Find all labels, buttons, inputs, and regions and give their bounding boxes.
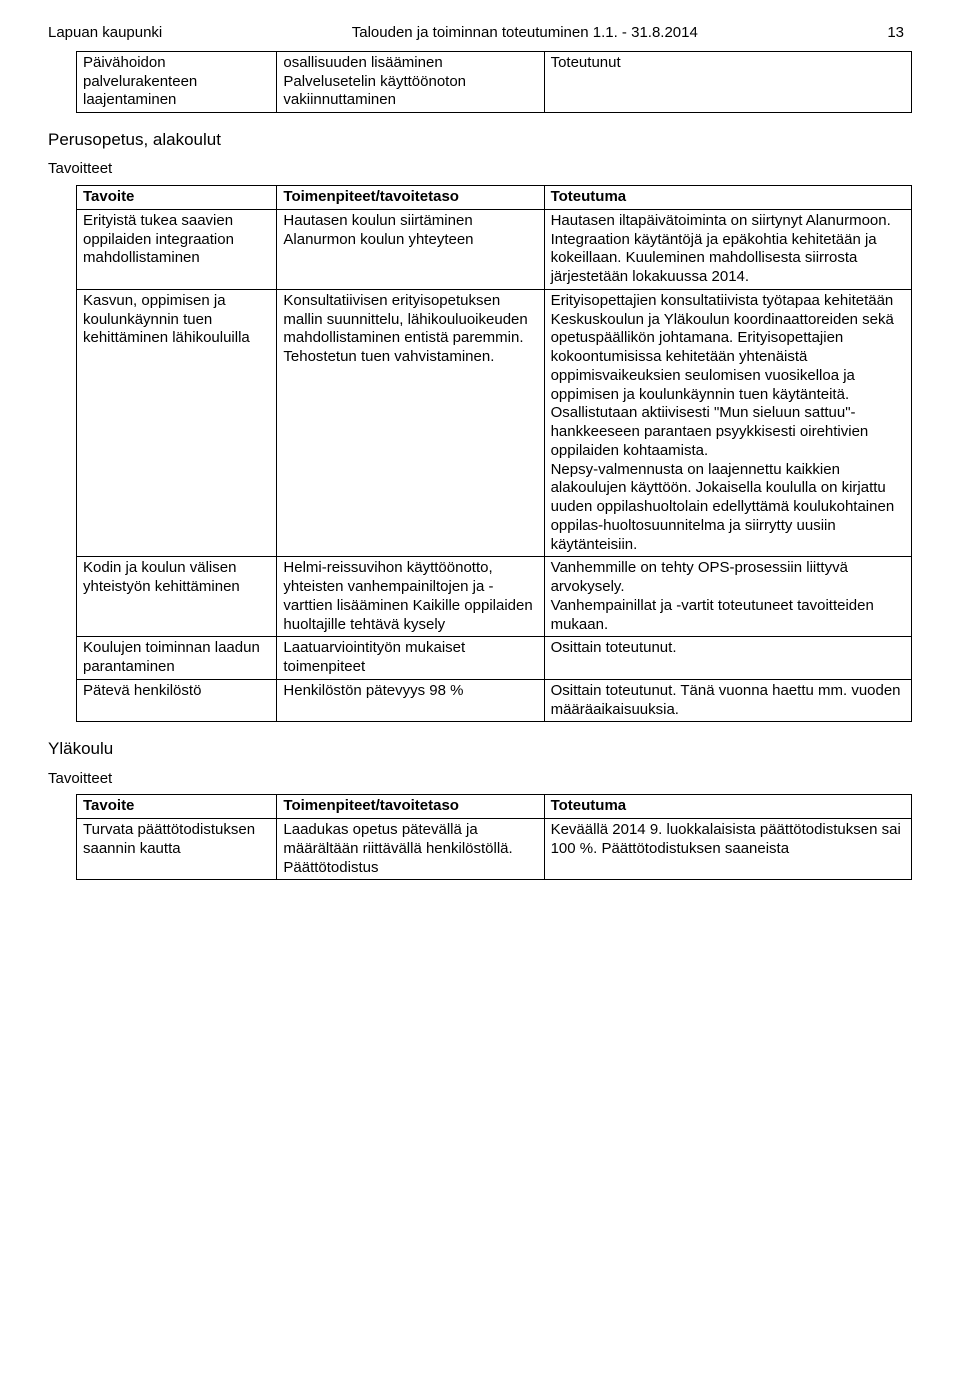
- table-cell: Osittain toteutunut.: [544, 637, 911, 680]
- table-row: Pätevä henkilöstöHenkilöstön pätevyys 98…: [77, 679, 912, 722]
- table-cell: Helmi-reissuvihon käyttöönotto, yhteiste…: [277, 557, 544, 637]
- table-cell: Erityistä tukea saavien oppilaiden integ…: [77, 209, 277, 289]
- table-row: Päivähoidon palvelurakenteen laajentamin…: [77, 51, 912, 112]
- sub-tavoitteet-1: Tavoitteet: [48, 160, 912, 179]
- header-mid: Talouden ja toiminnan toteutuminen 1.1. …: [352, 24, 698, 43]
- table-cell: Kasvun, oppimisen ja koulunkäynnin tuen …: [77, 289, 277, 557]
- table-cell: osallisuuden lisääminenPalvelusetelin kä…: [277, 51, 544, 112]
- sub-tavoitteet-2: Tavoitteet: [48, 770, 912, 789]
- table-header-cell: Tavoite: [77, 795, 277, 819]
- table-header-cell: Tavoite: [77, 186, 277, 210]
- table-cell: Laatuarviointityön mukaiset toimenpiteet: [277, 637, 544, 680]
- table-header-cell: Toimenpiteet/tavoitetaso: [277, 795, 544, 819]
- table-header-row: TavoiteToimenpiteet/tavoitetasoToteutuma: [77, 795, 912, 819]
- section-ylakoulu: Yläkoulu: [48, 738, 912, 759]
- table-cell: Laadukas opetus pätevällä ja määrältään …: [277, 819, 544, 880]
- bottom-table: TavoiteToimenpiteet/tavoitetasoToteutuma…: [76, 794, 912, 880]
- page-header: Lapuan kaupunki Talouden ja toiminnan to…: [48, 24, 912, 43]
- top-table: Päivähoidon palvelurakenteen laajentamin…: [76, 51, 912, 113]
- table-cell: Hautasen iltapäivätoiminta on siirtynyt …: [544, 209, 911, 289]
- table-header-cell: Toteutuma: [544, 186, 911, 210]
- table-cell: Konsultatiivisen erityisopetuksen mallin…: [277, 289, 544, 557]
- header-left: Lapuan kaupunki: [48, 24, 162, 43]
- table-cell: Toteutunut: [544, 51, 911, 112]
- table-cell: Osittain toteutunut. Tänä vuonna haettu …: [544, 679, 911, 722]
- table-row: Koulujen toiminnan laadun parantaminenLa…: [77, 637, 912, 680]
- table-cell: Keväällä 2014 9. luokkalaisista päättöto…: [544, 819, 911, 880]
- table-row: Kasvun, oppimisen ja koulunkäynnin tuen …: [77, 289, 912, 557]
- table-cell: Koulujen toiminnan laadun parantaminen: [77, 637, 277, 680]
- section-perusopetus: Perusopetus, alakoulut: [48, 129, 912, 150]
- table-cell: Pätevä henkilöstö: [77, 679, 277, 722]
- table-row: Turvata päättötodistuksen saannin kautta…: [77, 819, 912, 880]
- table-header-cell: Toteutuma: [544, 795, 911, 819]
- table-cell: Hautasen koulun siirtäminen Alanurmon ko…: [277, 209, 544, 289]
- table-header-row: TavoiteToimenpiteet/tavoitetasoToteutuma: [77, 186, 912, 210]
- main-table: TavoiteToimenpiteet/tavoitetasoToteutuma…: [76, 185, 912, 722]
- table-cell: Päivähoidon palvelurakenteen laajentamin…: [77, 51, 277, 112]
- page-number: 13: [887, 24, 904, 43]
- table-cell: Kodin ja koulun välisen yhteistyön kehit…: [77, 557, 277, 637]
- table-cell: Turvata päättötodistuksen saannin kautta: [77, 819, 277, 880]
- table-row: Kodin ja koulun välisen yhteistyön kehit…: [77, 557, 912, 637]
- table-row: Erityistä tukea saavien oppilaiden integ…: [77, 209, 912, 289]
- table-cell: Vanhemmille on tehty OPS-prosessiin liit…: [544, 557, 911, 637]
- table-cell: Henkilöstön pätevyys 98 %: [277, 679, 544, 722]
- table-cell: Erityisopettajien konsultatiivista työta…: [544, 289, 911, 557]
- table-header-cell: Toimenpiteet/tavoitetaso: [277, 186, 544, 210]
